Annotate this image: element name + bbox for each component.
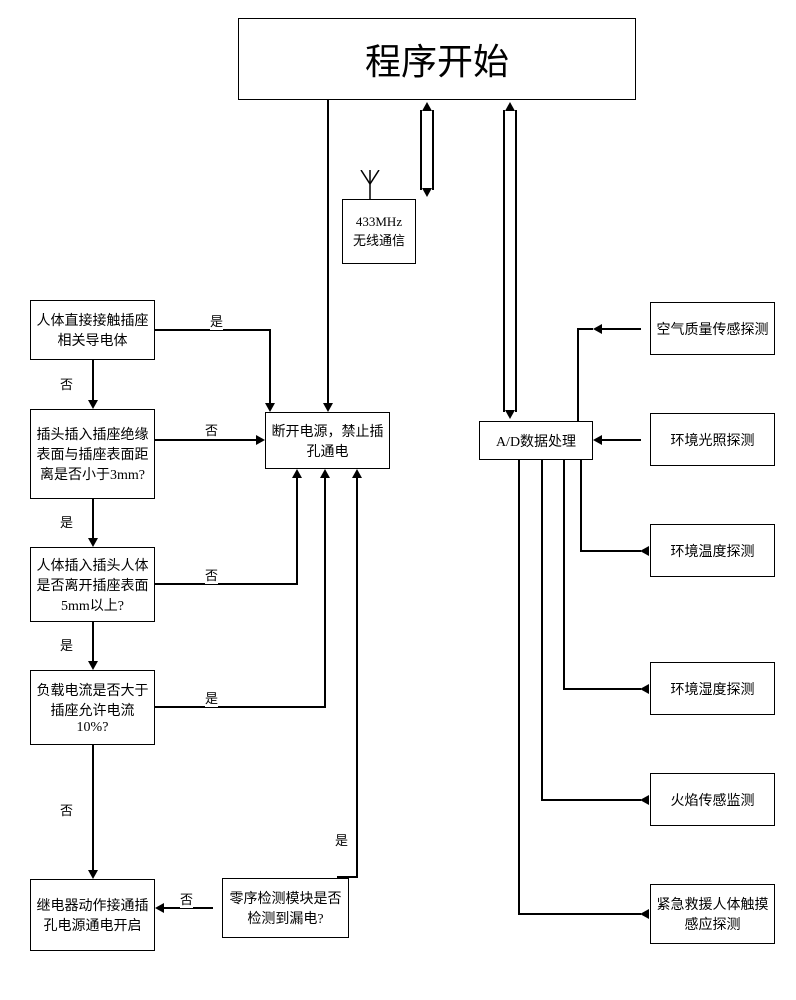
line-q1-q2 [92,360,94,400]
line-s1-h [602,328,641,330]
line-q3-q4 [92,622,94,661]
arrow-q1c [265,403,275,412]
q3-box: 人体插入插头人体是否离开插座表面5mm以上? [30,547,155,622]
arrow-q3q4 [88,661,98,670]
arrow-q1q2 [88,400,98,409]
label-q1-yes: 是 [210,311,223,330]
arrow-q6c [352,469,362,478]
line-start-ad-l [503,110,505,412]
arrow-s4 [640,684,649,694]
line-q2-q3 [92,499,94,538]
line-s4-h [565,688,641,690]
arrow-s1 [593,324,602,334]
arrow-sw-d [422,188,432,197]
line-s2-h [602,439,641,441]
label-q4-yes: 是 [205,688,218,707]
arrow-s5 [640,795,649,805]
label-q6-no: 否 [180,889,193,908]
start-box: 程序开始 [238,18,636,100]
arrow-sw-u [422,102,432,111]
s5-box: 火焰传感监测 [650,773,775,826]
arrow-sa-u [505,102,515,111]
line-s3-v [580,460,582,552]
q5-box: 继电器动作接通插孔电源通电开启 [30,879,155,951]
arrow-s2 [593,435,602,445]
s2-box: 环境光照探测 [650,413,775,466]
line-q2-cut [155,439,256,441]
arrow-sc-d [323,403,333,412]
arrow-q2q3 [88,538,98,547]
line-q4-cut-h [155,706,326,708]
arrow-q3c [292,469,302,478]
label-q2-yes: 是 [60,512,73,531]
line-s5-v [541,460,543,801]
arrow-s6 [640,909,649,919]
line-start-cut [327,100,329,403]
line-q4-q5 [92,745,94,870]
label-q6-yes: 是 [335,830,348,849]
line-s1-h2 [577,328,593,330]
line-start-wireless-r [432,110,434,190]
label-q3-no: 否 [205,565,218,584]
line-s6-v [518,460,520,915]
q4-box: 负载电流是否大于插座允许电流10%? [30,670,155,745]
wireless-box: 433MHz 无线通信 [342,199,416,264]
line-q1-cut-v [269,329,271,404]
line-s5-h [543,799,641,801]
ad-box: A/D数据处理 [479,421,593,460]
cutoff-box: 断开电源，禁止插孔通电 [265,412,390,469]
line-start-wireless-l [420,110,422,190]
s6-box: 紧急救援人体触摸感应探测 [650,884,775,944]
arrow-sa-d [505,410,515,419]
arrow-q4c [320,469,330,478]
line-q3-cut-h [155,583,298,585]
line-s3-h [582,550,641,552]
arrow-q4q5 [88,870,98,879]
line-s4-v [563,460,565,690]
q1-box: 人体直接接触插座相关导电体 [30,300,155,360]
q2-box: 插头插入插座绝缘表面与插座表面距离是否小于3mm? [30,409,155,499]
label-q2-no: 否 [205,420,218,439]
arrow-q2c [256,435,265,445]
s4-box: 环境湿度探测 [650,662,775,715]
s3-box: 环境温度探测 [650,524,775,577]
label-q4-no: 否 [60,800,73,819]
line-s1-v [577,328,579,421]
arrow-q6q5 [155,903,164,913]
line-q4-cut-v [324,478,326,708]
arrow-s3 [640,546,649,556]
line-start-ad-r [515,110,517,412]
line-s6-h [520,913,641,915]
label-q1-no: 否 [60,374,73,393]
line-q6-top [337,876,358,878]
s1-box: 空气质量传感探测 [650,302,775,355]
q6-box: 零序检测模块是否检测到漏电? [222,878,349,938]
antenna-icon [360,170,380,205]
line-q6-cut-v [356,478,358,876]
label-q3-yes: 是 [60,635,73,654]
line-q3-cut-v [296,478,298,585]
